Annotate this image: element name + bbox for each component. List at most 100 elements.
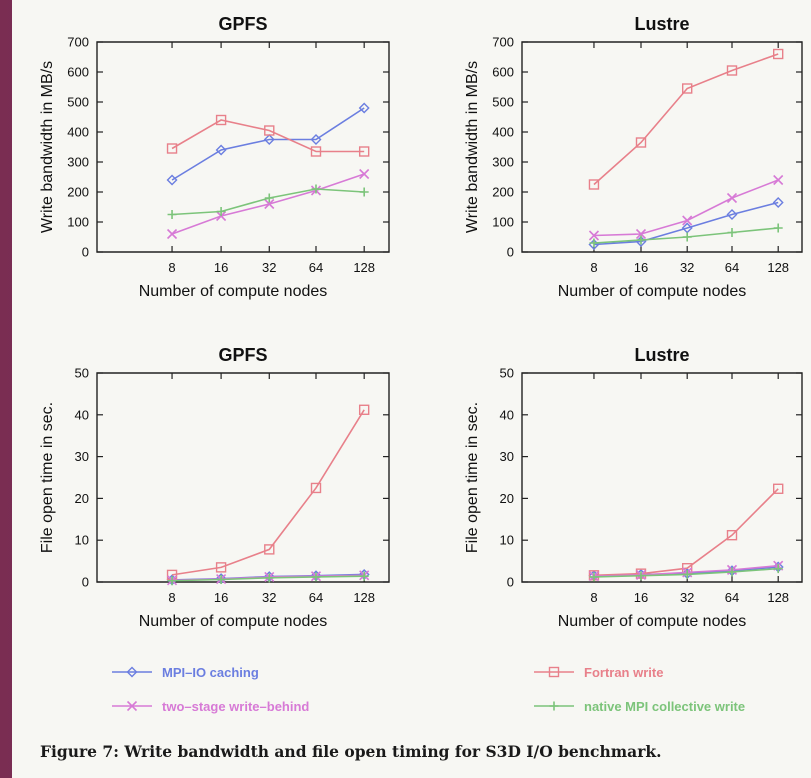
data-point [310,146,322,157]
legend-label: native MPI collective write [584,699,745,714]
series-line [171,409,365,576]
data-point [726,192,738,204]
y-tick-label: 600 [492,65,514,80]
legend-item: MPI–IO caching [112,665,259,680]
legend-label: MPI–IO caching [162,665,259,680]
x-tick-label: 16 [634,260,648,275]
y-tick-label: 300 [67,155,89,170]
y-tick-label: 20 [75,491,89,506]
series-native-mpi-collective-write [589,564,783,582]
series-line [171,119,365,153]
legend-label: Fortran write [584,665,663,680]
data-point [359,168,370,180]
series-line [593,201,779,246]
data-point [682,83,693,94]
chart-panel: Lustre 0 100 200 300 400 500 600 700 8 16 32 64 128 Nu… [464,14,803,300]
data-point [635,228,647,240]
figure-caption: Figure 7: Write bandwidth and file open … [40,742,662,761]
y-tick-label: 40 [500,407,514,422]
x-tick-label: 128 [353,590,375,605]
y-tick-label: 10 [500,533,514,548]
data-point [264,125,275,136]
x-tick-label: 32 [262,260,276,275]
x-tick-label: 16 [634,590,648,605]
x-tick-label: 64 [725,260,739,275]
data-point [215,562,227,573]
y-tick-label: 20 [500,491,514,506]
chart-panel: Lustre 0 10 20 30 40 50 8 16 32 64 128 Number of com… [464,345,803,630]
y-tick-label: 700 [67,35,89,50]
axes-frame [521,41,803,253]
data-point [772,197,784,208]
y-tick-label: 100 [492,215,514,230]
y-tick-label: 500 [67,95,89,110]
legend-marker [126,700,138,712]
y-tick-label: 0 [507,575,514,590]
legend-item: native MPI collective write [534,699,745,714]
data-point [166,174,178,186]
series-line [171,107,365,181]
y-tick-label: 100 [67,215,89,230]
y-tick-label: 30 [75,449,89,464]
data-point [636,571,646,581]
legend-label: two–stage write–behind [162,699,309,714]
legend-marker [548,666,560,678]
x-axis-label: Number of compute nodes [139,283,328,300]
data-point [310,134,322,145]
y-tick-label: 0 [507,245,514,260]
y-tick-label: 300 [492,155,514,170]
chart-title: Lustre [634,345,689,365]
data-point [682,215,693,226]
data-point [167,576,177,586]
x-axis-label: Number of compute nodes [558,283,747,300]
data-point [264,193,274,203]
data-point [773,483,784,494]
data-point [166,143,178,154]
figure-page: GPFS 0 100 200 300 400 500 600 700 8 16 32 64 128 Numb… [12,0,811,778]
y-axis-label: Write bandwidth in MB/s [39,61,56,233]
y-tick-label: 50 [75,366,89,381]
x-tick-label: 128 [767,590,789,605]
x-tick-label: 32 [680,260,694,275]
y-tick-label: 50 [500,366,514,381]
x-tick-label: 8 [168,260,175,275]
data-point [311,184,321,194]
data-point [773,174,784,186]
data-point [166,228,178,240]
data-point [215,114,227,126]
series-fortran-write [588,483,784,581]
data-point [588,230,600,241]
series-native-mpi-collective-write [167,571,369,586]
x-axis-label: Number of compute nodes [558,613,747,630]
y-tick-label: 30 [500,449,514,464]
legend-item: two–stage write–behind [112,699,309,714]
data-point [216,207,226,216]
series-line [593,179,779,237]
data-point [589,572,599,582]
y-tick-label: 700 [492,35,514,50]
data-point [311,572,321,582]
chart-panel: GPFS 0 100 200 300 400 500 600 700 8 16 32 64 128 Numb… [39,14,390,300]
data-point [727,228,737,237]
y-tick-label: 400 [67,125,89,140]
data-point [636,235,646,245]
data-point [264,544,275,555]
data-point [264,573,274,583]
series-two-stage-write-behind [588,174,784,241]
series-fortran-write [166,114,370,157]
data-point [589,238,599,248]
data-point [358,404,370,415]
x-tick-label: 8 [590,260,597,275]
x-tick-label: 8 [590,590,597,605]
axes-frame [521,372,803,583]
y-axis-label: File open time in sec. [39,402,56,553]
x-tick-label: 32 [680,590,694,605]
data-point [263,134,275,145]
chart-title: GPFS [218,14,267,34]
data-point [726,529,738,541]
series-two-stage-write-behind [166,168,370,240]
series-line [593,488,779,577]
data-point [216,574,226,584]
x-tick-label: 128 [767,260,789,275]
